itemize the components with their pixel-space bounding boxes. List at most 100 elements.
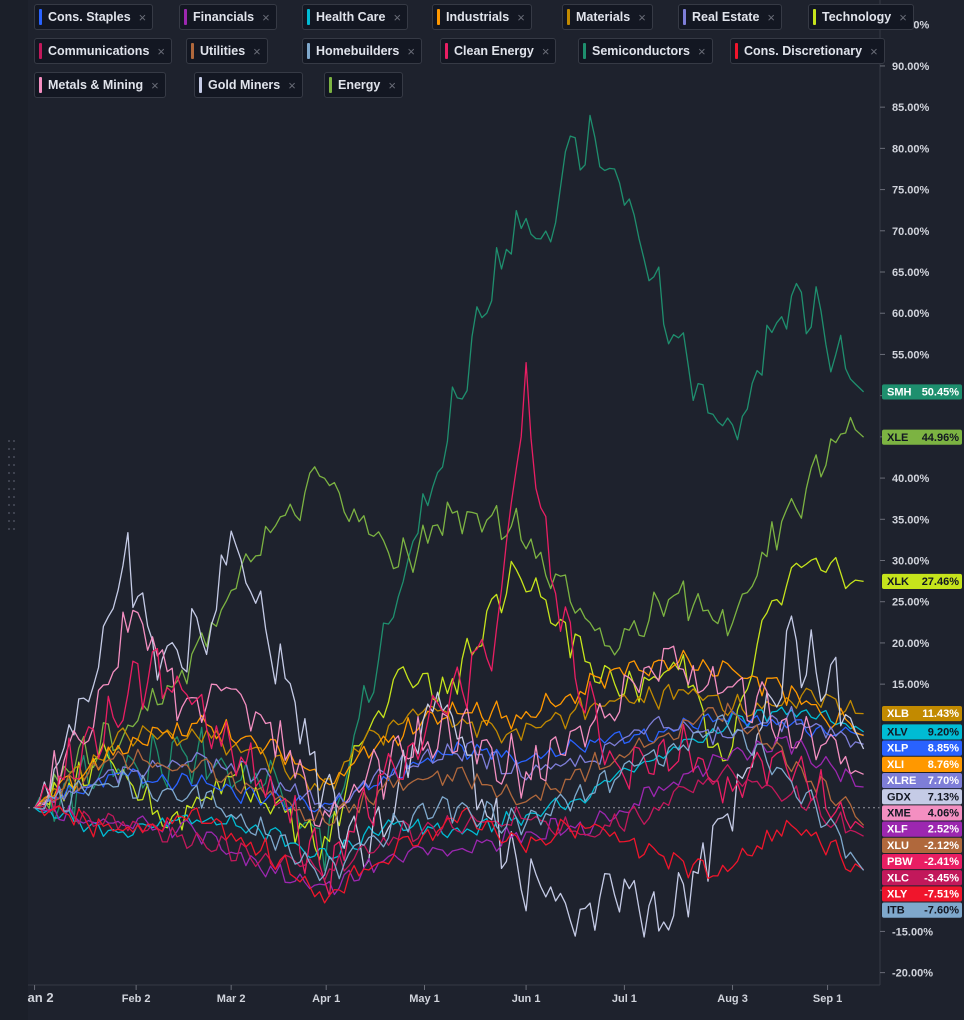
close-icon[interactable]: ×: [697, 43, 706, 59]
badge-value: 9.20%: [928, 727, 959, 739]
close-icon[interactable]: ×: [638, 9, 646, 25]
badge-value: -2.12%: [924, 840, 959, 852]
y-tick-label: 70.00%: [892, 226, 930, 238]
legend-chip-metals-mining[interactable]: Metals & Mining ×: [34, 72, 166, 98]
badge-xlv: XLV 9.20%: [882, 724, 962, 740]
grip-dot: [8, 480, 10, 482]
x-tick-label: an 2: [28, 990, 54, 1005]
last-value-badges: SMH 50.45% XLE 44.96% XLK 27.46% XLB 11.43% XLV 9…: [882, 384, 962, 918]
legend-chip-clean-energy[interactable]: Clean Energy ×: [440, 38, 557, 64]
legend-color-swatch: [307, 43, 310, 59]
badge-background: [882, 772, 962, 789]
close-icon[interactable]: ×: [151, 77, 159, 93]
close-icon[interactable]: ×: [388, 77, 396, 93]
legend-chip-utilities[interactable]: Utilities ×: [186, 38, 268, 64]
badge-ticker: XLRE: [887, 775, 916, 787]
legend-chip-semiconductors[interactable]: Semiconductors ×: [578, 38, 713, 64]
close-icon[interactable]: ×: [767, 9, 775, 25]
legend-chip-communications[interactable]: Communications ×: [34, 38, 172, 64]
legend-chip-gold-miners[interactable]: Gold Miners ×: [194, 72, 303, 98]
legend-chip-health-care[interactable]: Health Care ×: [302, 4, 409, 30]
legend-chip-technology[interactable]: Technology ×: [808, 4, 914, 30]
legend-chip-cons-discretionary[interactable]: Cons. Discretionary ×: [730, 38, 885, 64]
series-lines: [34, 114, 865, 938]
grip-dot: [13, 520, 15, 522]
legend-chip-cons-staples[interactable]: Cons. Staples ×: [34, 4, 154, 30]
legend-label: Homebuilders: [316, 44, 400, 58]
grip-dot: [8, 528, 10, 530]
close-icon[interactable]: ×: [517, 9, 525, 25]
legend-color-swatch: [39, 77, 42, 93]
legend-label: Industrials: [446, 10, 510, 24]
grip-dot: [13, 480, 15, 482]
badge-background: [882, 805, 962, 821]
badge-xlre: XLRE 7.70%: [882, 772, 962, 789]
y-tick-label: 60.00%: [892, 308, 930, 320]
legend-chip-industrials[interactable]: Industrials ×: [432, 4, 532, 30]
x-tick-label: Jun 1: [512, 993, 541, 1005]
close-icon[interactable]: ×: [157, 43, 165, 59]
grip-dot: [8, 440, 10, 442]
legend-chip-financials[interactable]: Financials ×: [179, 4, 277, 30]
legend-label: Health Care: [316, 10, 386, 24]
grip-dot: [8, 504, 10, 506]
badge-ticker: XLF: [887, 824, 908, 836]
close-icon[interactable]: ×: [138, 9, 147, 25]
badge-ticker: PBW: [887, 856, 913, 868]
close-icon[interactable]: ×: [541, 43, 550, 59]
badge-value: 4.06%: [928, 808, 959, 820]
grip-dot: [13, 440, 15, 442]
badge-value: 50.45%: [922, 387, 960, 399]
legend-color-swatch: [39, 43, 42, 59]
grip-dot: [13, 472, 15, 474]
badge-value: -7.51%: [924, 889, 959, 901]
y-tick-label: 20.00%: [892, 638, 930, 650]
badge-xli: XLI 8.76%: [882, 756, 962, 772]
grip-dot: [13, 448, 15, 450]
badge-value: 8.85%: [928, 743, 959, 755]
badge-ticker: XLI: [887, 759, 904, 771]
badge-ticker: XLB: [887, 708, 909, 720]
close-icon[interactable]: ×: [407, 43, 415, 59]
grip-dot: [8, 464, 10, 466]
legend-color-swatch: [583, 43, 586, 59]
close-icon[interactable]: ×: [870, 43, 878, 59]
badge-xlc: XLC -3.45%: [882, 870, 962, 886]
series-line-pbw: [34, 362, 864, 897]
close-icon[interactable]: ×: [262, 9, 270, 25]
close-icon[interactable]: ×: [899, 9, 907, 25]
badge-background: [882, 902, 962, 918]
badge-ticker: XLE: [887, 432, 908, 444]
badge-background: [882, 870, 962, 886]
close-icon[interactable]: ×: [393, 9, 402, 25]
legend-color-swatch: [735, 43, 738, 59]
legend-color-swatch: [437, 9, 440, 25]
legend-label: Financials: [193, 10, 255, 24]
badge-xlb: XLB 11.43%: [882, 705, 962, 722]
plot-area: [28, 0, 880, 985]
grip-dot: [8, 496, 10, 498]
x-tick-label: Feb 2: [122, 993, 151, 1005]
series-line-xle: [34, 416, 865, 810]
legend-chip-materials[interactable]: Materials ×: [562, 4, 653, 30]
series-line-xme: [34, 609, 864, 828]
legend-chip-homebuilders[interactable]: Homebuilders ×: [302, 38, 422, 64]
badge-xlu: XLU -2.12%: [882, 837, 962, 853]
y-tick-label: 75.00%: [892, 185, 930, 197]
panel-resize-handle[interactable]: [8, 440, 18, 540]
badge-background: [882, 573, 962, 590]
close-icon[interactable]: ×: [253, 43, 261, 59]
legend-label: Gold Miners: [208, 78, 281, 92]
close-icon[interactable]: ×: [288, 77, 296, 93]
badge-itb: ITB -7.60%: [882, 902, 962, 918]
legend-label: Cons. Discretionary: [744, 44, 863, 58]
series-line-itb: [34, 714, 865, 882]
legend-chip-energy[interactable]: Energy ×: [324, 72, 403, 98]
legend-chip-real-estate[interactable]: Real Estate ×: [678, 4, 782, 30]
badge-background: [882, 886, 962, 902]
x-tick-label: Sep 1: [813, 993, 842, 1005]
badge-xlf: XLF 2.52%: [882, 821, 962, 837]
badge-background: [882, 756, 962, 772]
series-line-xly: [34, 805, 864, 904]
